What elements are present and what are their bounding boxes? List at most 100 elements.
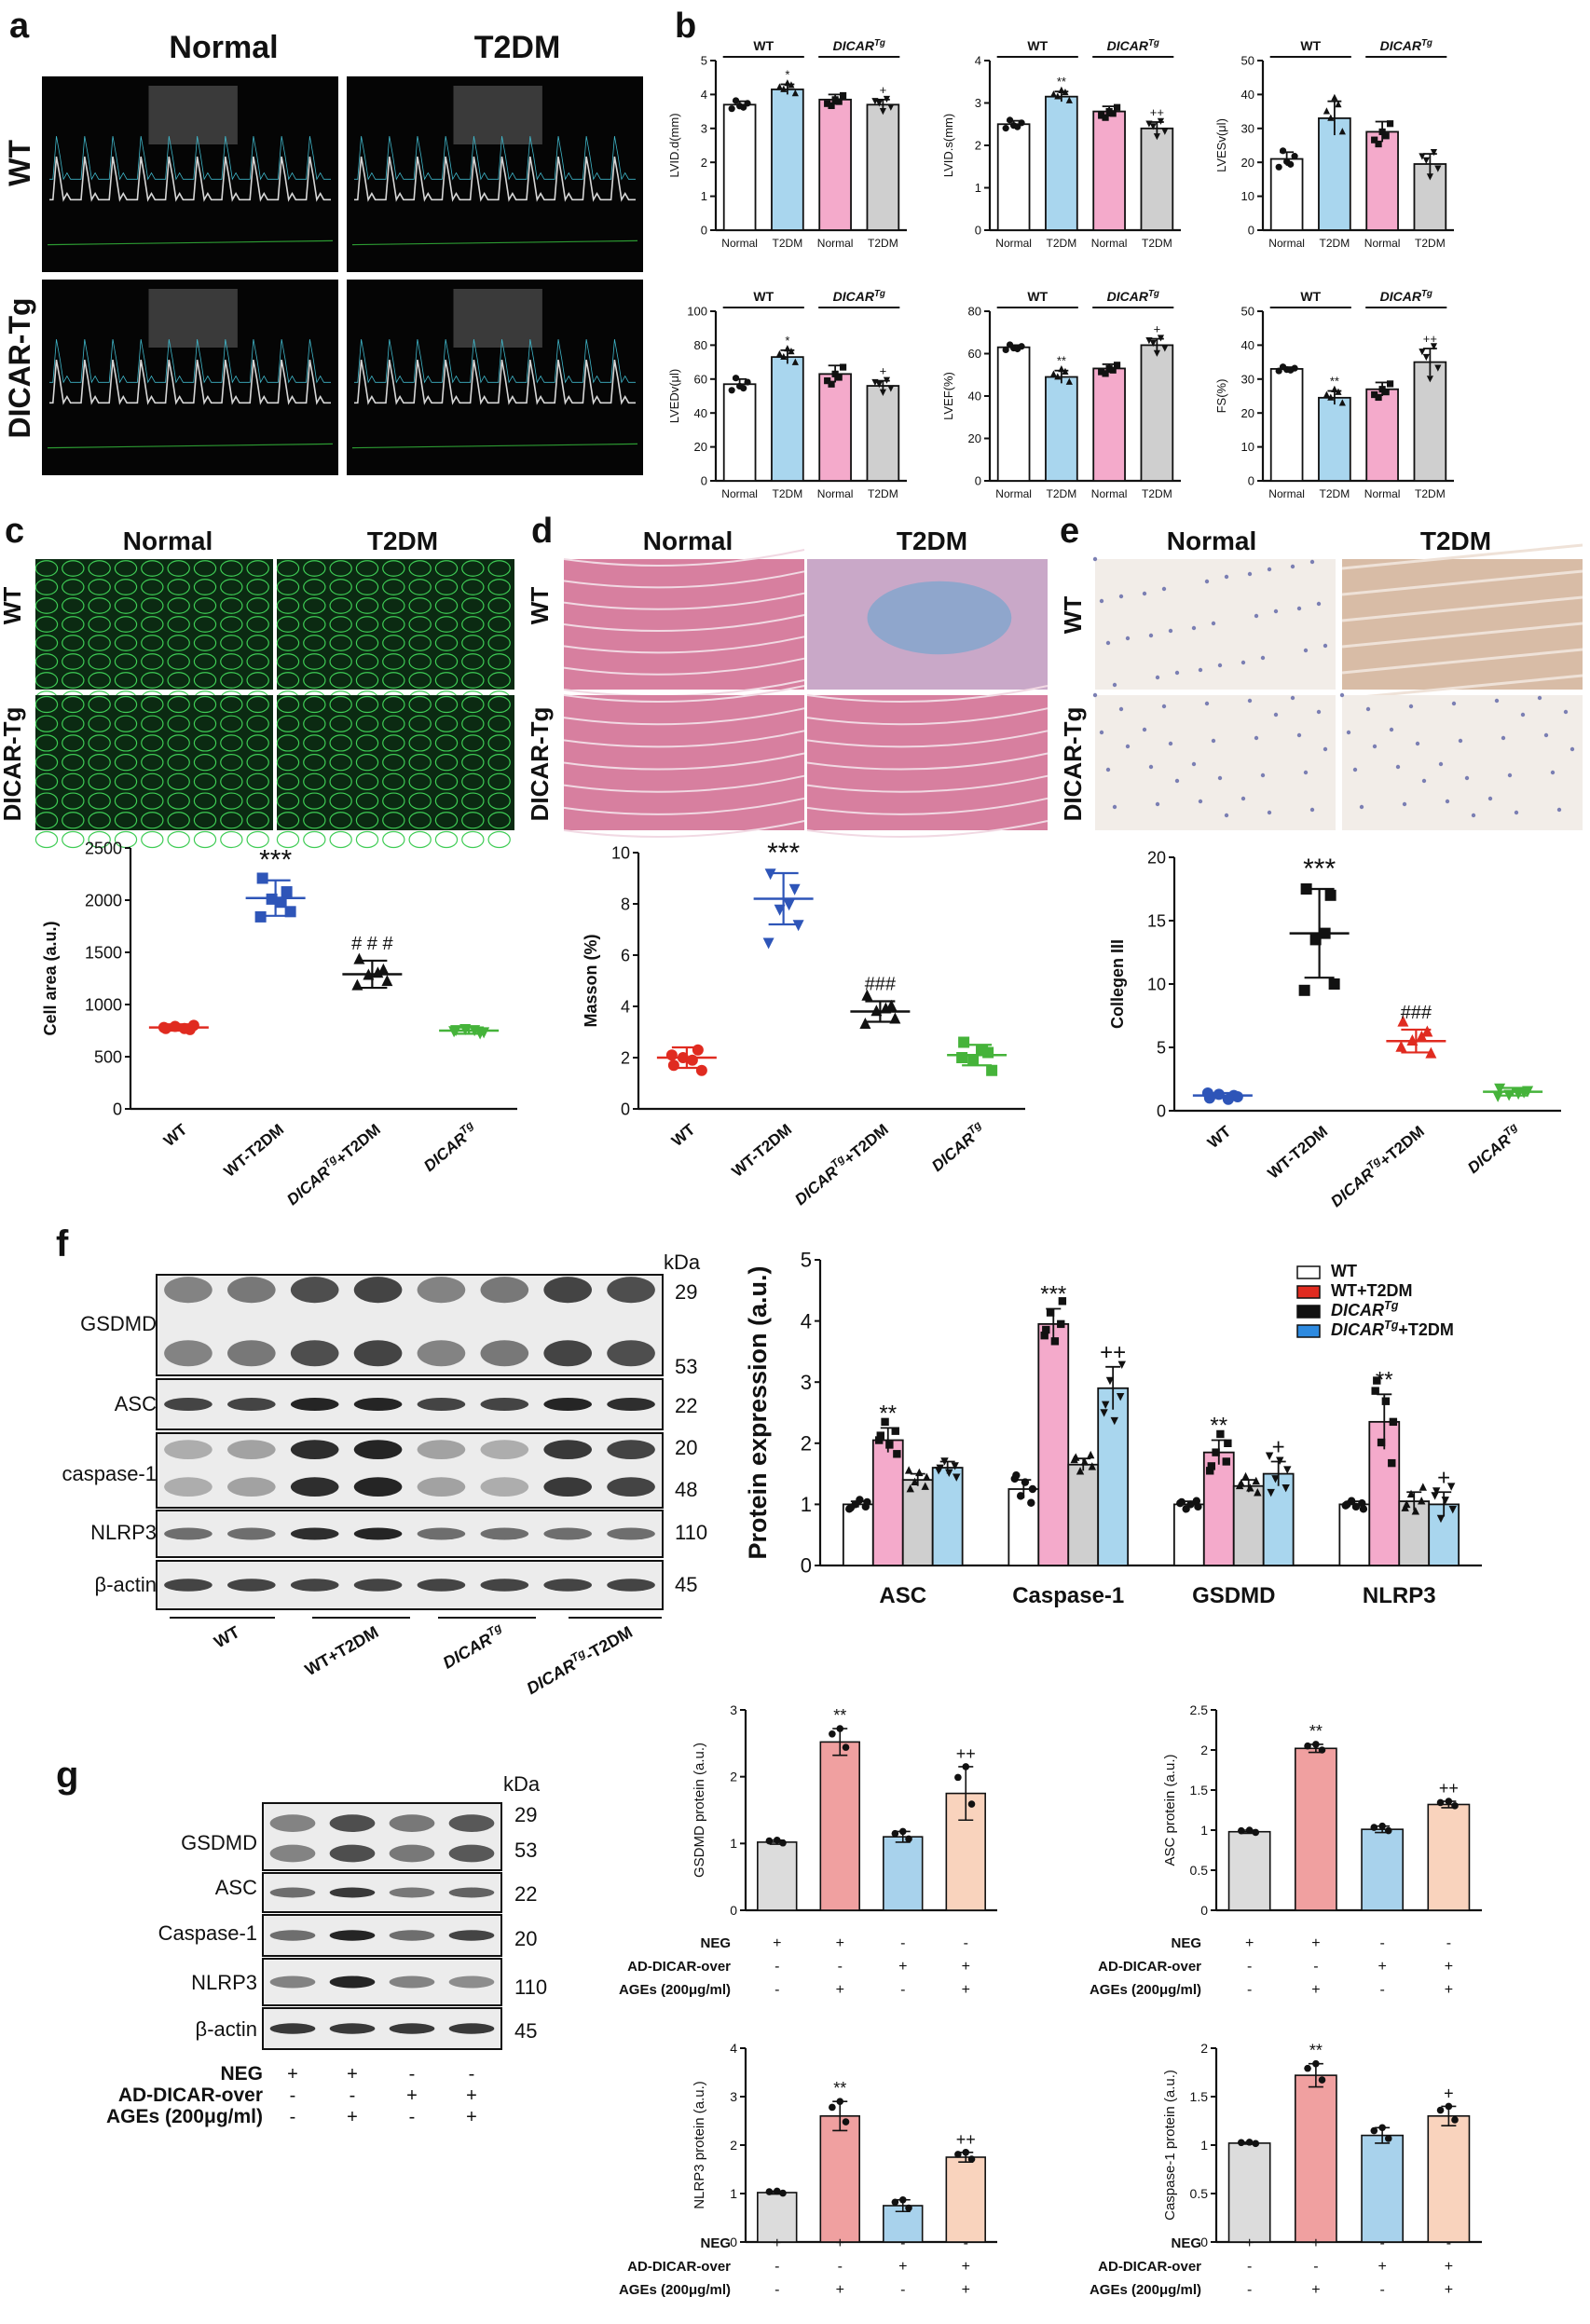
wga-tg-normal-cell bbox=[220, 754, 243, 772]
chart-g_gsdmd-ytick-label: 0 bbox=[730, 1903, 737, 1918]
blot-f-band bbox=[227, 1527, 276, 1540]
chart-lvef-xtick-label: Normal bbox=[1091, 487, 1128, 500]
chart-collagen-ytick-label: 10 bbox=[1147, 975, 1166, 993]
chart-fs-point bbox=[1327, 393, 1335, 401]
chart-g_asc-cond-label: AGEs (200μg/ml) bbox=[1090, 1982, 1201, 1998]
chart-lvedv-point bbox=[871, 378, 879, 387]
wga-wt-t2dm-cell bbox=[329, 579, 352, 595]
wga-tg-normal-cell bbox=[114, 734, 138, 752]
chart-g_gsdmd-cond-sign: + bbox=[836, 1982, 844, 1998]
chart-g_casp1-ytick-label: 1 bbox=[1200, 2138, 1208, 2153]
ihc-tg-normal-nucleus bbox=[1099, 730, 1104, 735]
chart-g_nlrp3-cond-sign: + bbox=[962, 2259, 970, 2275]
chart-g_casp1-cond-sign: - bbox=[1379, 2282, 1384, 2298]
chart-cellarea-point bbox=[351, 978, 363, 991]
blot-g-band bbox=[389, 1975, 435, 1989]
echo-wt-t2dm-inset bbox=[453, 86, 542, 144]
chart-collagen-xtick-label-rest: +T2DM bbox=[1377, 1123, 1428, 1170]
chart-lvesv-ytick-label: 40 bbox=[1241, 88, 1254, 102]
blot-g-mw: 110 bbox=[514, 1975, 547, 1999]
chart-lvedv-group-label: DICARTg bbox=[833, 289, 885, 305]
chart-protein-point bbox=[1186, 1500, 1195, 1509]
chart-lvesv-bar bbox=[1365, 130, 1399, 231]
chart-lvef-point bbox=[1006, 341, 1014, 349]
wga-tg-normal-cell bbox=[220, 734, 243, 752]
chart-cellarea-point bbox=[284, 906, 296, 918]
blot-f-band bbox=[353, 1397, 403, 1412]
chart-protein-point bbox=[1267, 1488, 1275, 1497]
wga-wt-t2dm-cell bbox=[355, 672, 379, 689]
chart-g_gsdmd-cond-sign: - bbox=[838, 1959, 843, 1975]
chart-lvids-point bbox=[1157, 117, 1165, 125]
chart-lvesv-group-label: WT bbox=[1300, 38, 1321, 53]
chart-lvesv-point bbox=[1419, 153, 1426, 160]
chart-lvidd-xtick-label: Normal bbox=[817, 237, 854, 250]
chart-protein-point bbox=[1265, 1452, 1274, 1460]
wga-wt-normal-cell bbox=[193, 579, 217, 595]
wga-tg-t2dm-cell bbox=[408, 830, 432, 849]
chart-g_asc-cond-sign: - bbox=[1247, 1982, 1252, 1998]
chart-masson-sig: ### bbox=[865, 975, 897, 995]
chart-protein-ytick-label: 0 bbox=[801, 1554, 812, 1578]
chart-lvedv-bar bbox=[866, 385, 900, 482]
chart-masson-point bbox=[783, 899, 795, 911]
blot-f-band bbox=[164, 1340, 212, 1367]
masson-tg-normal-fiber bbox=[563, 685, 805, 704]
chart-g_gsdmd-cond-label: NEG bbox=[700, 1935, 731, 1951]
ihc-tg-t2dm-nucleus bbox=[1421, 778, 1427, 784]
panel-letter-e: e bbox=[1060, 512, 1079, 551]
blot-g-strip bbox=[262, 1802, 502, 1871]
chart-protein-ylabel: Protein expression (a.u.) bbox=[744, 1265, 772, 1559]
wga-tg-t2dm-cell bbox=[276, 772, 300, 790]
chart-lvedv-point bbox=[784, 345, 791, 352]
wga-tg-normal-cell bbox=[114, 812, 138, 829]
chart-lvidd-ytick-label: 1 bbox=[701, 189, 707, 203]
chart-fs-xtick-label: Normal bbox=[1364, 487, 1401, 500]
chart-protein-point bbox=[1110, 1416, 1118, 1426]
ihc-tg-normal-bg bbox=[1095, 695, 1336, 830]
chart-g_gsdmd-point bbox=[891, 1829, 899, 1838]
chart-g_asc-bar bbox=[1427, 1803, 1471, 1911]
masson-tg-normal-fiber bbox=[563, 707, 805, 726]
ihc-tg-t2dm-nucleus bbox=[1346, 730, 1351, 735]
ihc-wt-normal-nucleus bbox=[1296, 606, 1302, 611]
blot-f-band bbox=[164, 1277, 212, 1304]
chart-collagen-xtick-label: WT bbox=[1204, 1122, 1235, 1152]
chart-protein-xtick-label: NLRP3 bbox=[1363, 1583, 1436, 1608]
chart-cellarea-xtick-label: DICARTg+T2DM bbox=[281, 1118, 384, 1209]
chart-lvedv-sig: + bbox=[880, 364, 887, 378]
chart-protein-bar bbox=[1172, 1503, 1205, 1566]
chart-lvedv-point bbox=[788, 347, 795, 355]
blot-g-cond-sign: + bbox=[406, 2085, 418, 2106]
blot-g-mw: 53 bbox=[514, 1839, 537, 1862]
panel-d-row-wt: WT bbox=[526, 587, 554, 625]
chart-g_gsdmd-cond-sign: - bbox=[774, 1959, 779, 1975]
chart-g_gsdmd-cond-sign: - bbox=[774, 1982, 779, 1998]
wga-tg-normal-cell bbox=[246, 734, 269, 752]
blot-g-band bbox=[389, 1814, 435, 1832]
chart-cellarea-point bbox=[478, 1027, 490, 1039]
chart-g_nlrp3-ytick-label: 0 bbox=[730, 2235, 737, 2249]
wga-wt-normal-cell bbox=[34, 597, 59, 614]
blot-f-band bbox=[417, 1477, 466, 1497]
echo-wt-normal-ecg bbox=[47, 239, 334, 246]
wga-tg-normal-cell bbox=[167, 772, 190, 790]
wga-tg-normal-cell bbox=[193, 734, 217, 752]
ihc-wt-normal-nucleus bbox=[1174, 670, 1180, 676]
chart-g_asc-cond-label: NEG bbox=[1171, 1935, 1201, 1951]
chart-masson-point bbox=[774, 904, 786, 916]
wga-wt-normal-cell bbox=[34, 653, 59, 670]
chart-lvesv-ytick-label: 20 bbox=[1241, 156, 1254, 170]
chart-cellarea-point bbox=[187, 1019, 199, 1032]
chart-cellarea-xtick-label: DICARTg bbox=[418, 1118, 481, 1175]
blot-f-band bbox=[290, 1477, 339, 1497]
wga-tg-t2dm-cell bbox=[487, 715, 511, 732]
chart-lvidd-group-label: DICARTg bbox=[833, 38, 885, 54]
chart-protein-point bbox=[953, 1473, 961, 1482]
wga-wt-normal bbox=[34, 559, 273, 707]
echo-tg-normal-ecg bbox=[47, 443, 334, 449]
wga-tg-t2dm-cell bbox=[355, 792, 379, 810]
blot-f-band bbox=[607, 1477, 655, 1497]
wga-tg-t2dm-cell bbox=[303, 734, 326, 752]
chart-g_casp1-ytick-label: 0 bbox=[1200, 2235, 1208, 2249]
